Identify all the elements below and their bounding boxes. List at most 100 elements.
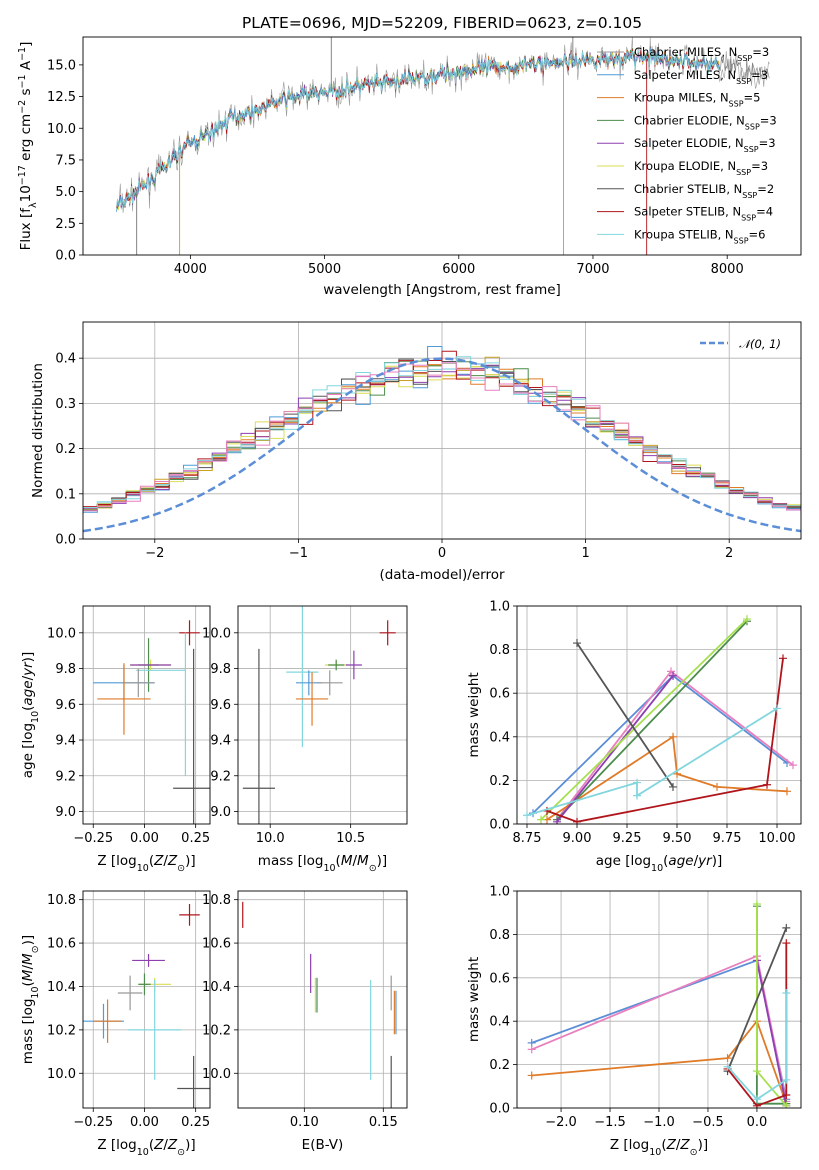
mass-weight-series bbox=[726, 993, 788, 1101]
mass-weight-marker bbox=[789, 761, 797, 770]
errorbar-point bbox=[128, 979, 182, 1080]
x-tick-label: 9.50 bbox=[663, 831, 692, 846]
y-tick-label: 10.0 bbox=[47, 626, 76, 641]
y-tick-label: 10.0 bbox=[47, 1067, 76, 1082]
label-part: ⊙ bbox=[369, 863, 377, 874]
y-axis-label: mass weight bbox=[466, 957, 482, 1042]
errorbar-point bbox=[286, 606, 319, 748]
gaussian-curve bbox=[83, 357, 801, 533]
label-part: M bbox=[20, 953, 36, 965]
label-part: Z [log bbox=[97, 1137, 136, 1153]
x-tick-label: −1 bbox=[289, 546, 308, 561]
label-part: ( bbox=[20, 706, 36, 711]
y-axis-label: Flux [fλ10−17 erg cm−2 s−1 A−1] bbox=[17, 42, 39, 251]
label-part: Z bbox=[167, 1137, 178, 1153]
legend-tail: =6 bbox=[749, 227, 766, 241]
label-part: yr bbox=[20, 661, 36, 677]
label-part: ( bbox=[336, 853, 341, 869]
mass-weight-marker bbox=[782, 923, 791, 932]
mass-weight-marker bbox=[573, 639, 581, 648]
y-tick-label: 15.0 bbox=[47, 58, 76, 73]
y-tick-label: 0.2 bbox=[55, 442, 76, 457]
legend-text: Chabrier MILES, N bbox=[634, 45, 737, 59]
label-part: M bbox=[341, 853, 353, 869]
x-tick-label: 0.0 bbox=[747, 1115, 768, 1130]
label-part: E(B-V) bbox=[302, 1137, 344, 1153]
mass-weight-marker bbox=[713, 782, 721, 791]
label-part: Z bbox=[167, 853, 178, 869]
legend-sub: SSP bbox=[741, 213, 756, 222]
errorbar-point bbox=[179, 620, 200, 646]
errorbar-point bbox=[295, 672, 329, 726]
legend-sub: SSP bbox=[734, 236, 749, 245]
mass-weight-series bbox=[546, 658, 784, 823]
y-tick-label: 9.0 bbox=[55, 805, 76, 820]
panel-7-axes: −2.0 −1.5 −1.0 −0.5 0.0 0.0 0.2 0.4 0.6 0.8 1.0 bbox=[489, 885, 801, 1130]
y-tick-label: 9.6 bbox=[55, 698, 76, 713]
label-part: / bbox=[163, 853, 168, 869]
mass-weight-series bbox=[540, 618, 748, 821]
errorbar-point bbox=[173, 648, 210, 824]
panel-frame bbox=[237, 890, 408, 1109]
errorbar-point bbox=[177, 1055, 210, 1108]
mass-weight-marker bbox=[669, 782, 677, 791]
label-part: )] bbox=[20, 652, 36, 663]
legend-sub: SSP bbox=[737, 54, 752, 63]
label-part: ( bbox=[149, 1137, 154, 1153]
y-tick-label: 10.4 bbox=[47, 980, 76, 995]
panel-1-axes: −2 −1 0 1 2 0.0 0.1 0.2 0.3 0.4 bbox=[55, 322, 801, 561]
y-tick-label: 0.4 bbox=[489, 730, 510, 745]
y-tick-label: 10.2 bbox=[47, 1023, 76, 1038]
label-part: / bbox=[352, 853, 357, 869]
legend-text: Chabrier STELIB, N bbox=[634, 182, 742, 196]
legend-text: Kroupa STELIB, N bbox=[634, 227, 734, 241]
x-tick-label: −0.25 bbox=[73, 831, 113, 846]
label-part: )] bbox=[712, 853, 723, 869]
y-tick-label: 1.0 bbox=[489, 600, 510, 615]
spectrum-data-tail bbox=[720, 55, 770, 80]
label-part: −1 bbox=[17, 74, 28, 88]
label-part: 10 bbox=[649, 1147, 661, 1158]
legend-sub: SSP bbox=[736, 76, 751, 85]
mass-weight-marker bbox=[667, 667, 675, 676]
y-axis-label: Normed distribution bbox=[30, 363, 46, 498]
panel-frame bbox=[82, 605, 211, 825]
label-part: Z [log bbox=[610, 1137, 649, 1153]
legend-entry: Salpeter STELIB, NSSP=4 bbox=[634, 205, 773, 223]
label-part: −17 bbox=[17, 165, 28, 185]
legend-sub: SSP bbox=[736, 168, 751, 177]
mass-weight-marker bbox=[773, 704, 781, 713]
label-part: mass [log bbox=[258, 853, 324, 869]
spectrum-kroupa-stelib bbox=[116, 49, 721, 207]
label-part: ⊙ bbox=[177, 863, 185, 874]
y-tick-label: 0.4 bbox=[55, 352, 76, 367]
label-part: yr bbox=[697, 853, 713, 869]
mass-weight-marker bbox=[752, 1095, 761, 1104]
x-tick-label: 2 bbox=[725, 546, 733, 561]
mass-weight-marker bbox=[633, 791, 641, 800]
x-tick-label: 9.00 bbox=[563, 831, 592, 846]
mass-weight-marker bbox=[782, 939, 791, 948]
label-part: )] bbox=[698, 1137, 709, 1153]
errorbar-point bbox=[242, 648, 276, 824]
mass-weight-series bbox=[531, 1019, 788, 1105]
y-tick-label: 1.0 bbox=[489, 885, 510, 900]
mass-weight-series bbox=[556, 670, 794, 821]
y-tick-label: 10.0 bbox=[202, 626, 231, 641]
label-part: ( bbox=[661, 1137, 666, 1153]
legend-entry: Chabrier ELODIE, NSSP=3 bbox=[634, 113, 777, 130]
mass-weight-marker bbox=[553, 817, 561, 824]
y-tick-label: 10.2 bbox=[202, 1023, 231, 1038]
mass-weight-marker bbox=[723, 1054, 732, 1063]
legend-entry: Salpeter ELODIE, NSSP=3 bbox=[634, 136, 776, 154]
label-part: ( bbox=[149, 853, 154, 869]
mass-weight-marker bbox=[723, 1062, 732, 1071]
label-part: Z bbox=[153, 853, 164, 869]
mass-weight-marker bbox=[782, 1101, 791, 1108]
errorbar-point bbox=[328, 659, 345, 671]
x-axis-label: Z [log10(Z/Z⊙)] bbox=[97, 853, 195, 874]
y-tick-label: 10.6 bbox=[47, 937, 76, 952]
y-tick-label: 0.3 bbox=[55, 397, 76, 412]
errorbar-points bbox=[83, 904, 210, 1108]
